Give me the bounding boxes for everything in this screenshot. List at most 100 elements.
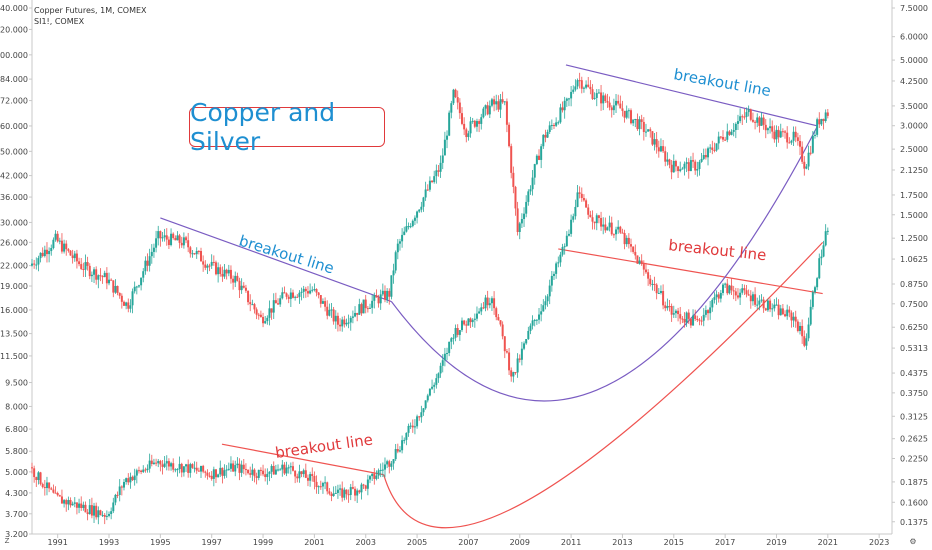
candle-body: [580, 80, 583, 89]
candle-body: [315, 289, 318, 293]
left-tick-label: 140.000: [0, 4, 28, 13]
candle-body: [54, 492, 57, 494]
candle-body: [159, 231, 162, 239]
candle-body: [262, 316, 265, 324]
candle-body: [672, 313, 675, 315]
candle-body: [525, 201, 528, 214]
candle-body: [105, 515, 108, 517]
candle-body: [174, 469, 177, 471]
candle-body: [223, 470, 226, 476]
candle-body: [302, 288, 305, 292]
candle-body: [510, 370, 513, 377]
candle-body: [446, 135, 449, 140]
candle-body: [60, 496, 63, 504]
candle-body: [343, 489, 346, 498]
candle-body: [758, 300, 761, 305]
candle-body: [771, 126, 774, 132]
candle-body: [666, 159, 669, 162]
candle-body: [240, 464, 243, 473]
candle-body: [760, 117, 763, 126]
candle-body: [428, 180, 431, 190]
candle-body: [251, 304, 254, 306]
candle-body: [99, 510, 102, 516]
candle-body: [73, 253, 76, 259]
candle-body: [144, 469, 147, 471]
candle-body: [698, 161, 701, 170]
candle-body: [574, 206, 577, 217]
candle-body: [570, 91, 573, 99]
candle-body: [615, 100, 618, 106]
candle-body: [142, 271, 145, 278]
candle-body: [142, 469, 145, 472]
left-tick-label: 30.000: [0, 218, 28, 227]
candle-body: [475, 313, 478, 319]
candle-body: [540, 311, 543, 315]
curve-arc: [383, 241, 824, 529]
settings-gear-icon[interactable]: ⚙: [909, 536, 917, 546]
candle-body: [565, 235, 568, 247]
candle-body: [764, 308, 767, 311]
candle-body: [84, 504, 87, 513]
candle-body: [726, 131, 729, 140]
candle-body: [544, 301, 547, 306]
candle-body: [505, 351, 508, 353]
candle-body: [501, 99, 504, 103]
candle-body: [597, 92, 600, 94]
left-tick-label: 3.200: [5, 530, 28, 539]
candle-body: [120, 486, 123, 488]
candle-body: [383, 464, 386, 470]
candle-body: [217, 474, 220, 478]
candle-body: [683, 163, 686, 169]
candle-body: [161, 237, 164, 239]
candle-body: [403, 231, 406, 235]
candle-body: [362, 484, 365, 486]
candle-body: [486, 297, 489, 306]
candle-body: [341, 488, 344, 498]
candle-body: [358, 304, 361, 315]
candle-body: [140, 277, 143, 286]
candle-body: [704, 155, 707, 158]
candle-body: [437, 373, 440, 379]
candle-body: [167, 461, 170, 467]
candle-body: [377, 470, 380, 476]
left-tick-label: 16.000: [0, 306, 28, 315]
trendline: [160, 217, 392, 303]
candle-body: [266, 473, 269, 478]
candle-body: [43, 486, 46, 489]
candle-body: [341, 319, 344, 327]
candle-body: [657, 292, 660, 294]
candle-body: [298, 292, 301, 297]
candle-body: [585, 84, 588, 88]
candle-body: [544, 134, 547, 138]
candle-body: [784, 131, 787, 133]
candle-body: [608, 102, 611, 108]
candle-body: [67, 499, 70, 505]
candle-body: [508, 352, 511, 371]
candle-body: [405, 226, 408, 232]
candle-body: [420, 412, 423, 418]
candle-body: [347, 322, 350, 324]
candle-body: [651, 131, 654, 145]
candle-body: [398, 450, 401, 452]
candle-body: [597, 215, 600, 219]
candle-body: [816, 278, 819, 288]
candle-body: [548, 125, 551, 132]
candle-body: [45, 249, 48, 255]
candle-body: [118, 292, 121, 296]
candle-body: [595, 215, 598, 224]
candle-body: [563, 100, 566, 111]
candle-body: [289, 292, 292, 299]
candle-body: [313, 476, 316, 482]
corner-label[interactable]: Z: [4, 537, 10, 545]
candle-body: [484, 297, 487, 309]
candle-body: [535, 155, 538, 165]
candle-body: [255, 476, 258, 478]
right-tick-label: 2.5000: [900, 145, 928, 154]
candle-body: [608, 222, 611, 228]
right-tick-label: 0.1600: [900, 498, 928, 507]
candle-body: [471, 120, 474, 122]
right-tick-label: 4.2500: [900, 77, 928, 86]
candle-body: [401, 440, 404, 451]
candle-body: [302, 470, 305, 475]
